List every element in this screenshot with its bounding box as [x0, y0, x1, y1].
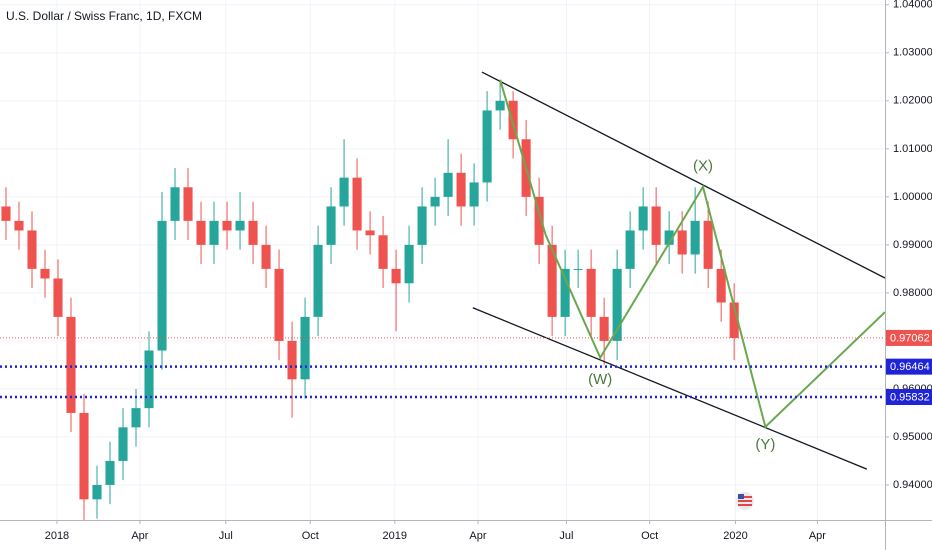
candle-body	[560, 268, 570, 317]
candle-body	[430, 196, 440, 207]
candle-body	[235, 220, 245, 231]
x-tick-label: Apr	[469, 530, 486, 542]
y-tick-label: 1.03000	[893, 47, 932, 59]
trendline	[481, 71, 885, 279]
candle-body	[157, 220, 167, 351]
candle-body	[690, 220, 700, 255]
wave-label: (W)	[588, 371, 612, 388]
candle-body	[651, 206, 661, 245]
price-badge-label: 0.97062	[890, 332, 930, 344]
plot-area: (W) (X) (Y)	[0, 71, 885, 520]
candle-body	[703, 220, 713, 269]
candle-body	[261, 244, 271, 269]
y-tick-label: 1.04000	[893, 0, 932, 11]
flag-icon	[736, 492, 754, 510]
candle-body	[352, 177, 362, 231]
x-tick-label: Jul	[559, 530, 573, 542]
candle-body	[274, 268, 284, 341]
candle-body	[66, 316, 76, 413]
candle-body	[729, 302, 739, 338]
candle-body	[599, 316, 609, 341]
trendline	[472, 307, 868, 470]
candle-body	[300, 316, 310, 380]
candle-body	[716, 268, 726, 303]
candle-body	[287, 340, 297, 380]
candle-body	[196, 220, 206, 245]
wave-line	[499, 79, 885, 429]
x-tick-label: Apr	[809, 530, 826, 542]
candle-body	[27, 230, 37, 269]
price-badge	[886, 329, 932, 346]
price-badge-label: 0.95832	[890, 391, 930, 403]
wave-label: (X)	[693, 158, 713, 175]
candle-body	[40, 268, 50, 279]
candle-body	[53, 278, 63, 317]
candle-body	[508, 100, 518, 140]
candle-body	[313, 244, 323, 317]
candle-body	[612, 268, 622, 341]
candle-body	[1, 206, 11, 221]
x-tick-label: Oct	[641, 530, 658, 542]
y-tick-label: 1.00000	[893, 191, 932, 203]
candle-body	[443, 172, 453, 197]
x-tick-label: 2018	[45, 530, 69, 542]
candle-body	[625, 230, 635, 269]
candle-body	[170, 187, 180, 221]
x-tick-label: 2019	[383, 530, 407, 542]
candle-body	[404, 244, 414, 284]
price-badge	[886, 358, 932, 375]
x-tick-label: Jul	[219, 530, 233, 542]
price-axis-bg	[885, 0, 932, 550]
y-tick-label: 0.95000	[893, 431, 932, 443]
x-tick-label: Apr	[131, 530, 148, 542]
candle-body	[79, 412, 89, 500]
candle-body	[378, 235, 388, 269]
candle-body	[469, 182, 479, 207]
candle-body	[456, 172, 466, 207]
candle-body	[391, 268, 401, 284]
y-tick-label: 0.98000	[893, 287, 932, 299]
y-tick-label: 0.99000	[893, 239, 932, 251]
candle-body	[534, 196, 544, 245]
time-axis-bg	[0, 520, 932, 550]
candle-body	[131, 408, 141, 428]
candle-body	[118, 427, 128, 461]
candle-body	[573, 268, 583, 270]
candle-body	[495, 100, 505, 111]
candle-body	[664, 230, 674, 245]
price-badge-label: 0.96464	[890, 361, 930, 373]
candle-body	[326, 206, 336, 245]
y-tick-label: 0.94000	[893, 479, 932, 491]
candle-body	[365, 230, 375, 236]
candle-body	[144, 350, 154, 409]
candle-body	[547, 244, 557, 317]
y-tick-label: 1.01000	[893, 143, 932, 155]
x-tick-label: Oct	[302, 530, 319, 542]
candle-body	[586, 268, 596, 317]
axes: 0.940000.950000.960000.970000.980000.990…	[45, 0, 932, 542]
candle-body	[248, 220, 258, 245]
candle-body	[92, 484, 102, 500]
candle-body	[183, 187, 193, 221]
price-badge	[886, 388, 932, 405]
candle-body	[222, 220, 232, 231]
chart-title: U.S. Dollar / Swiss Franc, 1D, FXCM	[6, 9, 202, 23]
y-tick-label: 1.02000	[893, 95, 932, 107]
candle-body	[14, 220, 24, 231]
x-tick-label: 2020	[723, 530, 747, 542]
candle-body	[482, 110, 492, 183]
candle-body	[638, 206, 648, 231]
candle-body	[677, 230, 687, 255]
candle-body	[105, 460, 115, 485]
candle-body	[339, 177, 349, 207]
candle-body	[417, 206, 427, 245]
candle-body	[209, 220, 219, 245]
wave-label: (Y)	[755, 436, 775, 453]
